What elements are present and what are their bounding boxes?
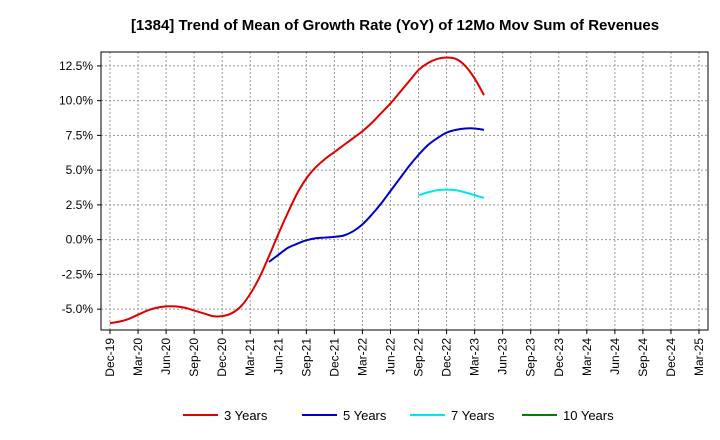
y-tick-label: 5.0% bbox=[66, 163, 94, 177]
x-tick-label: Dec-23 bbox=[552, 338, 566, 377]
series-line-3-years bbox=[109, 56, 485, 325]
legend-label-7-years: 7 Years bbox=[451, 408, 495, 423]
x-tick-label: Dec-24 bbox=[664, 338, 678, 377]
x-tick-label: Jun-21 bbox=[271, 338, 285, 375]
x-tick-label: Mar-21 bbox=[243, 338, 257, 376]
x-tick-label: Mar-25 bbox=[692, 338, 706, 376]
x-tick-label: Dec-22 bbox=[440, 338, 454, 377]
y-tick-label: 10.0% bbox=[59, 94, 93, 108]
x-tick-label: Dec-21 bbox=[327, 338, 341, 377]
series-lines bbox=[109, 56, 485, 325]
x-tick-label: Mar-20 bbox=[131, 338, 145, 376]
x-tick-label: Sep-22 bbox=[412, 338, 426, 377]
y-tick-label: -2.5% bbox=[62, 267, 94, 281]
y-tick-label: 7.5% bbox=[66, 128, 94, 142]
plot-border bbox=[100, 51, 709, 331]
x-tick-label: Mar-22 bbox=[355, 338, 369, 376]
legend-label-3-years: 3 Years bbox=[224, 408, 268, 423]
x-tick-label: Sep-21 bbox=[299, 338, 313, 377]
x-tick-label: Mar-24 bbox=[580, 338, 594, 376]
chart-title: [1384] Trend of Mean of Growth Rate (YoY… bbox=[131, 17, 659, 34]
y-axis: -5.0% -2.5% 0.0% 2.5% 5.0% 7.5% 10.0% 12.5% bbox=[59, 59, 101, 316]
x-tick-label: Dec-19 bbox=[103, 338, 117, 377]
x-tick-label: Dec-20 bbox=[215, 338, 229, 377]
legend: 3 Years 5 Years 7 Years 10 Years bbox=[183, 408, 614, 423]
plot-area bbox=[101, 52, 708, 330]
legend-label-5-years: 5 Years bbox=[343, 408, 387, 423]
x-tick-label: Jun-20 bbox=[159, 338, 173, 375]
y-tick-label: 12.5% bbox=[59, 59, 93, 73]
x-tick-label: Sep-20 bbox=[187, 338, 201, 377]
y-tick-label: 0.0% bbox=[66, 233, 94, 247]
x-tick-label: Sep-23 bbox=[524, 338, 538, 377]
x-tick-label: Jun-24 bbox=[608, 338, 622, 375]
x-tick-label: Jun-22 bbox=[383, 338, 397, 375]
series-line-5-years bbox=[268, 127, 485, 263]
grid-lines bbox=[101, 52, 708, 330]
y-tick-label: -5.0% bbox=[62, 302, 94, 316]
x-tick-label: Sep-24 bbox=[636, 338, 650, 377]
x-tick-label: Jun-23 bbox=[496, 338, 510, 375]
x-axis: Dec-19 Mar-20 Jun-20 Sep-20 Dec-20 Mar-21 Jun-… bbox=[103, 330, 706, 377]
legend-label-10-years: 10 Years bbox=[563, 408, 614, 423]
y-tick-label: 2.5% bbox=[66, 198, 94, 212]
series-line-7-years bbox=[418, 188, 485, 199]
x-tick-label: Mar-23 bbox=[468, 338, 482, 376]
